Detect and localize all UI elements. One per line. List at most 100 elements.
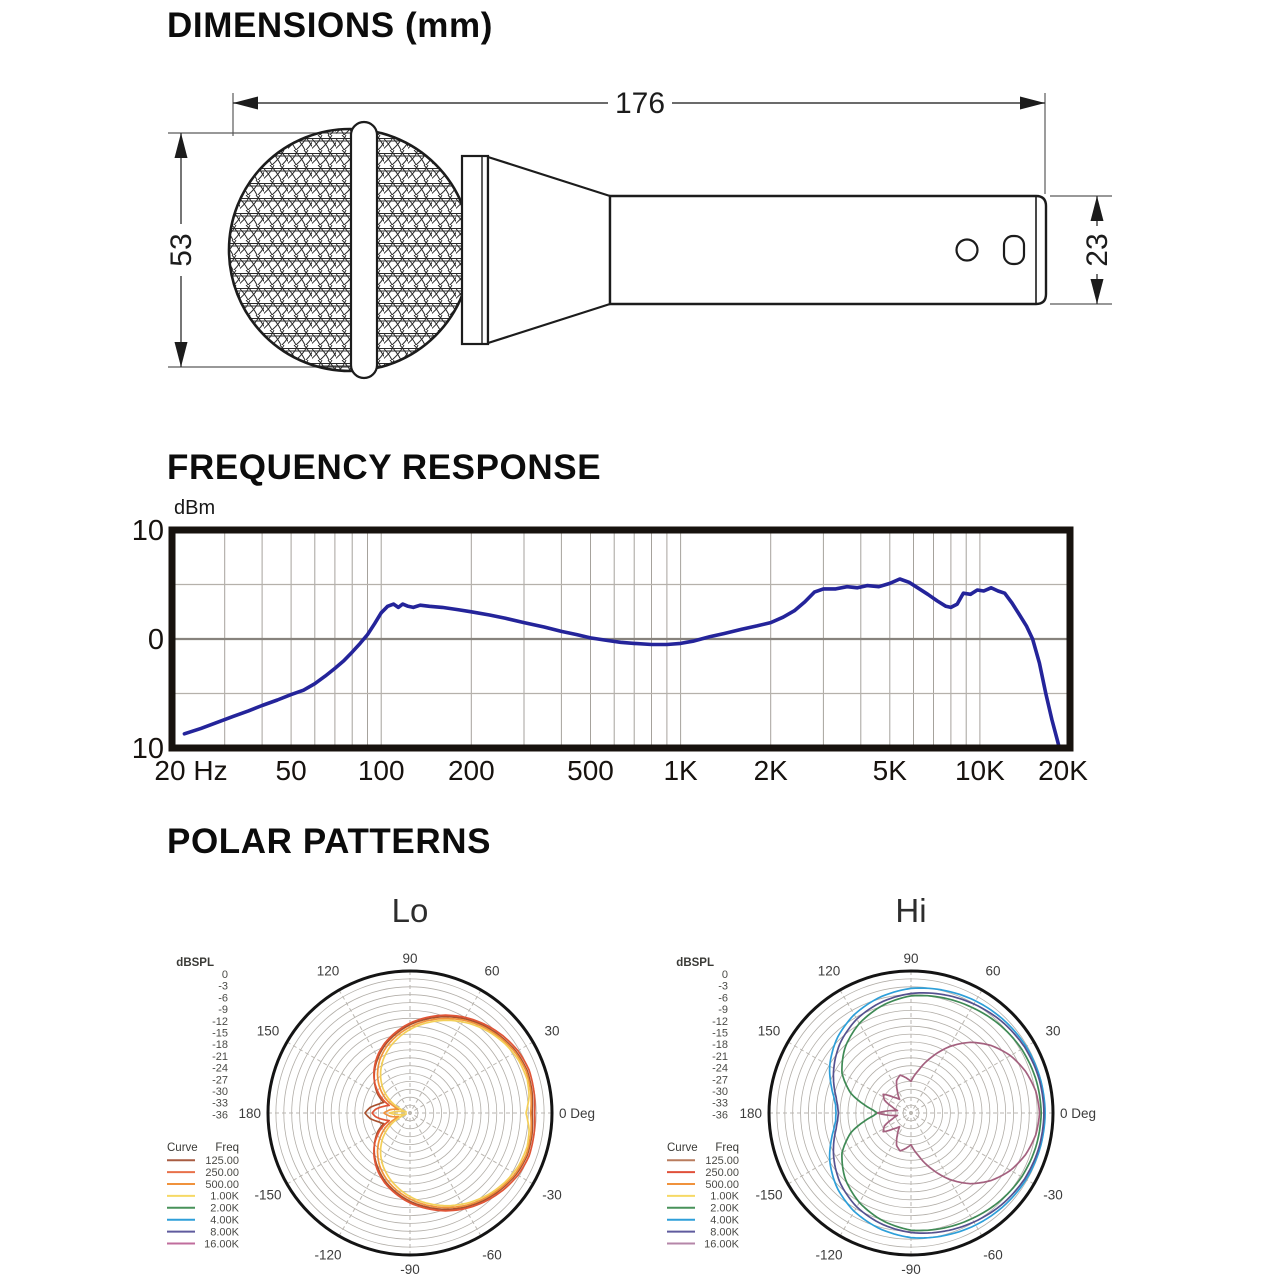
freq-x-tick-labels: 20 Hz 50 100 200 500 1K 2K 5K 10K 20K — [154, 755, 1088, 786]
svg-text:-3: -3 — [218, 981, 228, 993]
frequency-response-curve — [182, 577, 1062, 748]
svg-text:-3: -3 — [718, 981, 728, 993]
svg-text:Curve: Curve — [667, 1142, 698, 1154]
svg-text:-60: -60 — [983, 1248, 1003, 1263]
svg-text:-18: -18 — [712, 1039, 728, 1051]
svg-text:20K: 20K — [1038, 755, 1088, 786]
svg-text:500.00: 500.00 — [705, 1179, 739, 1191]
arrow-down-icon — [1090, 279, 1104, 304]
svg-text:50: 50 — [276, 755, 307, 786]
polar-legend: Curve Freq125.00250.00500.001.00K2.00K4.0… — [167, 1142, 240, 1250]
svg-text:-90: -90 — [901, 1262, 921, 1277]
arrow-up-icon — [1090, 196, 1104, 221]
polar-curve-125.00 — [364, 1015, 534, 1211]
svg-text:-120: -120 — [314, 1248, 341, 1263]
microphone-outline — [227, 120, 1048, 380]
svg-text:60: 60 — [484, 964, 499, 979]
svg-text:16.00K: 16.00K — [704, 1238, 740, 1250]
svg-text:-9: -9 — [218, 1004, 228, 1016]
svg-text:20 Hz: 20 Hz — [154, 755, 227, 786]
svg-text:4.00K: 4.00K — [710, 1215, 739, 1227]
body-diameter-value: 23 — [1081, 233, 1114, 266]
polar-curve-250.00 — [371, 1014, 536, 1212]
svg-text:0: 0 — [222, 969, 228, 981]
polar-dbspl-scale: dBSPL 0-3-6-9-12-15-18-21-24-27-30-33-36 — [676, 957, 728, 1121]
svg-text:90: 90 — [402, 951, 417, 966]
svg-text:-12: -12 — [712, 1016, 728, 1028]
svg-text:60: 60 — [985, 964, 1000, 979]
arrow-left-icon — [233, 96, 258, 110]
svg-text:180: 180 — [739, 1106, 762, 1121]
svg-text:10: 10 — [132, 733, 164, 765]
mic-grille-band — [349, 120, 379, 380]
svg-text:0 Deg: 0 Deg — [1060, 1106, 1096, 1121]
svg-text:-33: -33 — [712, 1098, 728, 1110]
svg-text:500: 500 — [567, 755, 614, 786]
svg-text:2K: 2K — [754, 755, 789, 786]
svg-text:4.00K: 4.00K — [210, 1215, 239, 1227]
svg-text:10K: 10K — [955, 755, 1005, 786]
svg-text:-120: -120 — [815, 1248, 842, 1263]
polar-curve-16.00K — [876, 1041, 1041, 1185]
mic-handle — [608, 194, 1048, 306]
svg-text:-15: -15 — [712, 1028, 728, 1040]
svg-text:-15: -15 — [212, 1028, 228, 1040]
polar-curves — [828, 987, 1046, 1239]
length-dimension: 176 — [233, 87, 1045, 120]
svg-text:-33: -33 — [212, 1098, 228, 1110]
svg-text:120: 120 — [818, 964, 841, 979]
svg-text:-6: -6 — [218, 992, 228, 1004]
svg-text:-12: -12 — [212, 1016, 228, 1028]
length-value: 176 — [615, 87, 665, 120]
polar-grid — [769, 971, 1053, 1255]
polar-curve-500.00 — [376, 1017, 533, 1209]
svg-text:5K: 5K — [873, 755, 908, 786]
freq-gridlines — [172, 530, 1070, 748]
svg-text:-21: -21 — [712, 1051, 728, 1063]
svg-text:1.00K: 1.00K — [710, 1191, 739, 1203]
svg-text:Curve: Curve — [167, 1142, 198, 1154]
svg-text:-21: -21 — [212, 1051, 228, 1063]
polar-curve-4.00K — [828, 987, 1046, 1239]
polar-angle-labels: 90 60 30 0 Deg -30 -60 -90 -120 -150 180 150 120 — [238, 951, 595, 1277]
arrow-up-icon — [174, 133, 188, 158]
svg-text:dBSPL: dBSPL — [676, 957, 714, 969]
polar-legend: Curve Freq125.00250.00500.001.00K2.00K4.0… — [667, 1142, 740, 1250]
svg-text:dBSPL: dBSPL — [176, 957, 214, 969]
polar-curve-1.00K — [379, 1019, 530, 1207]
svg-text:2.00K: 2.00K — [210, 1203, 239, 1215]
svg-text:-90: -90 — [400, 1262, 420, 1277]
svg-text:30: 30 — [1045, 1024, 1060, 1039]
svg-text:-24: -24 — [212, 1063, 228, 1075]
svg-text:90: 90 — [903, 951, 918, 966]
svg-text:180: 180 — [238, 1106, 261, 1121]
svg-text:-150: -150 — [755, 1188, 782, 1203]
svg-text:-30: -30 — [542, 1188, 562, 1203]
svg-text:0: 0 — [148, 624, 164, 656]
svg-text:-60: -60 — [482, 1248, 502, 1263]
svg-text:8.00K: 8.00K — [710, 1226, 739, 1238]
svg-text:125.00: 125.00 — [205, 1155, 239, 1167]
polar-curve-2.00K — [841, 994, 1043, 1232]
svg-text:30: 30 — [544, 1024, 559, 1039]
svg-text:2.00K: 2.00K — [710, 1203, 739, 1215]
svg-text:-30: -30 — [1043, 1188, 1063, 1203]
mic-collar — [460, 154, 490, 346]
freq-chart-frame — [168, 526, 1074, 752]
microphone-dimension-drawing: 176 53 23 — [165, 87, 1114, 380]
svg-text:250.00: 250.00 — [205, 1167, 239, 1179]
svg-text:0: 0 — [722, 969, 728, 981]
svg-text:150: 150 — [257, 1024, 280, 1039]
mic-switch-hole — [955, 238, 979, 262]
svg-text:-36: -36 — [712, 1109, 728, 1121]
svg-text:120: 120 — [317, 964, 340, 979]
svg-text:-150: -150 — [254, 1188, 281, 1203]
polar-angle-labels: 90 60 30 0 Deg -30 -60 -90 -120 -150 180 150 120 — [739, 951, 1096, 1277]
svg-text:500.00: 500.00 — [205, 1179, 239, 1191]
polar-dbspl-scale: dBSPL 0-3-6-9-12-15-18-21-24-27-30-33-36 — [176, 957, 228, 1121]
svg-text:8.00K: 8.00K — [210, 1226, 239, 1238]
body-diameter-dimension: 23 — [1081, 196, 1114, 304]
svg-text:150: 150 — [758, 1024, 781, 1039]
